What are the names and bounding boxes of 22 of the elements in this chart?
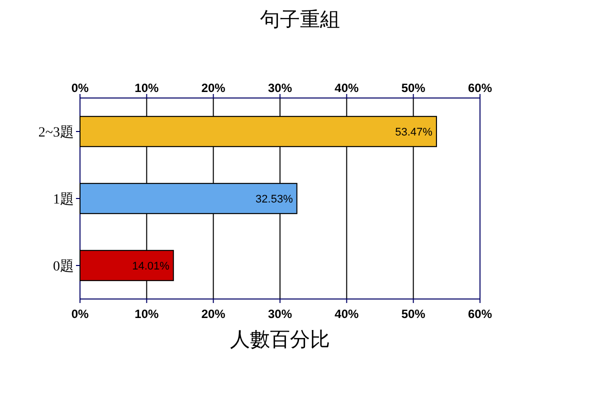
- x-tick-label: 10%: [134, 81, 159, 95]
- x-tick-label: 20%: [201, 81, 226, 95]
- x2-tick-label: 10%: [134, 307, 159, 321]
- y-tick-label: 1題: [53, 192, 74, 208]
- x2-tick-label: 50%: [401, 307, 426, 321]
- x-tick-label: 60%: [468, 81, 492, 95]
- x2-tick-label: 60%: [468, 307, 492, 321]
- x-tick-label: 40%: [334, 81, 359, 95]
- x-axis-title: 人數百分比: [230, 329, 330, 351]
- data-label: 32.53%: [256, 194, 294, 206]
- x2-tick-label: 30%: [268, 307, 292, 321]
- x2-tick-label: 40%: [334, 307, 359, 321]
- chart-title: 句子重組: [260, 9, 340, 31]
- data-label: 14.01%: [132, 260, 170, 272]
- y-tick-label: 0題: [53, 258, 74, 274]
- x-tick-label: 30%: [268, 81, 292, 95]
- x2-tick-label: 20%: [201, 307, 226, 321]
- y-tick-label: 2~3題: [38, 124, 74, 140]
- data-label: 53.47%: [395, 126, 433, 138]
- x-tick-label: 0%: [71, 81, 89, 95]
- x-tick-label: 50%: [401, 81, 426, 95]
- x2-tick-label: 0%: [71, 307, 89, 321]
